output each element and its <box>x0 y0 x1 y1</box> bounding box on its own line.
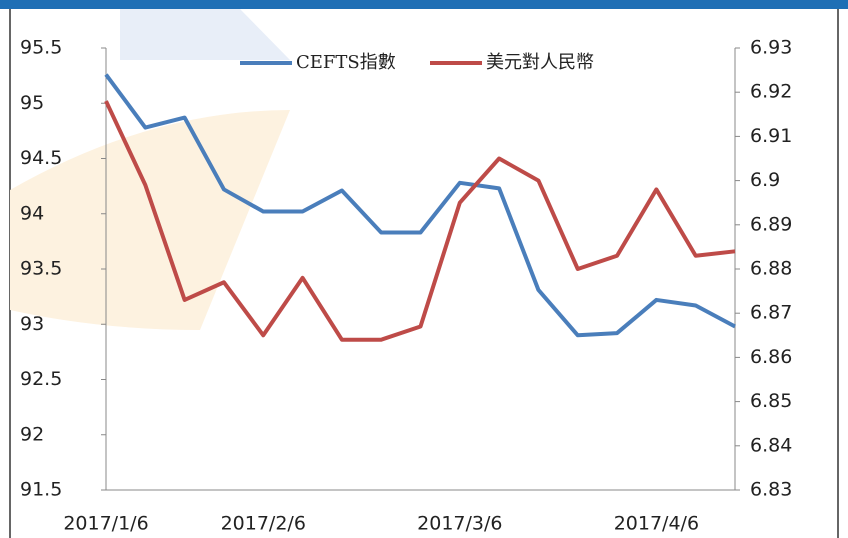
y-tick-label: 92.5 <box>20 368 62 390</box>
y2-tick-label: 6.86 <box>750 346 792 368</box>
y-tick-label: 95.5 <box>20 37 62 59</box>
series-line <box>104 100 736 342</box>
y2-tick-label: 6.83 <box>750 479 792 501</box>
y-tick-label: 94.5 <box>20 147 62 169</box>
y-tick-label: 95 <box>20 92 44 114</box>
y2-tick-label: 6.88 <box>750 258 792 280</box>
y2-tick-label: 6.87 <box>750 302 792 324</box>
y-tick-label: 92 <box>20 423 44 445</box>
header-bar <box>0 0 848 9</box>
y2-tick-label: 6.89 <box>750 213 792 235</box>
y-tick-label: 93 <box>20 313 44 335</box>
watermark <box>10 110 290 330</box>
y2-tick-label: 6.91 <box>750 125 792 147</box>
x-tick-label: 2017/2/6 <box>221 513 306 535</box>
legend-label: CEFTS指數 <box>296 52 396 73</box>
y2-tick-label: 6.84 <box>750 434 792 456</box>
y2-tick-label: 6.9 <box>750 169 780 191</box>
x-tick-label: 2017/4/6 <box>614 513 699 535</box>
x-tick-label: 2017/1/6 <box>63 513 148 535</box>
y2-tick-label: 6.85 <box>750 390 792 412</box>
y-tick-label: 91.5 <box>20 479 62 501</box>
watermark <box>120 9 290 60</box>
series-line <box>104 73 736 338</box>
y2-tick-label: 6.92 <box>750 81 792 103</box>
x-tick-label: 2017/3/6 <box>417 513 502 535</box>
y-tick-label: 93.5 <box>20 258 62 280</box>
legend-label: 美元對人民幣 <box>486 52 594 73</box>
y2-tick-label: 6.93 <box>750 37 792 59</box>
y-tick-label: 94 <box>20 202 44 224</box>
